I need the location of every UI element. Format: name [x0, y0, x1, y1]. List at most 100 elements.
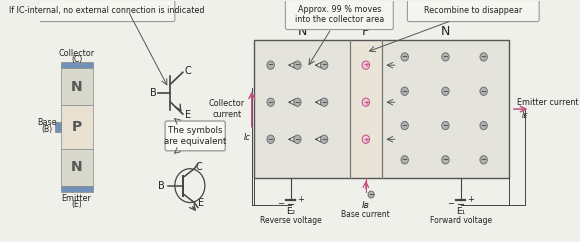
Text: Iʙ: Iʙ — [362, 201, 370, 210]
Circle shape — [401, 121, 408, 130]
Text: Approx. 99 % moves
into the collector area: Approx. 99 % moves into the collector ar… — [295, 5, 384, 24]
Text: +: + — [363, 99, 369, 106]
Text: B: B — [158, 181, 165, 191]
Text: −: − — [268, 136, 274, 143]
Text: Collector
current: Collector current — [209, 99, 245, 119]
Text: −: − — [321, 99, 327, 106]
Text: −: − — [481, 54, 487, 60]
Text: Collector: Collector — [59, 49, 95, 58]
Text: −: − — [295, 136, 300, 143]
Text: P: P — [362, 25, 369, 38]
Text: −: − — [443, 89, 448, 95]
Text: −: − — [447, 199, 454, 208]
FancyBboxPatch shape — [407, 0, 539, 22]
Circle shape — [320, 135, 328, 144]
Circle shape — [442, 53, 449, 61]
Text: −: − — [295, 62, 300, 68]
Text: E₂: E₂ — [286, 207, 295, 216]
Text: −: − — [277, 199, 284, 208]
Circle shape — [442, 87, 449, 95]
Text: Reverse voltage: Reverse voltage — [260, 216, 321, 225]
Circle shape — [480, 156, 487, 164]
Bar — [61, 62, 93, 68]
Circle shape — [320, 61, 328, 69]
Circle shape — [267, 61, 274, 69]
Circle shape — [480, 87, 487, 95]
Text: −: − — [295, 99, 300, 106]
Circle shape — [401, 87, 408, 95]
Circle shape — [401, 156, 408, 164]
Circle shape — [293, 98, 301, 106]
Text: (B): (B) — [41, 125, 52, 135]
Bar — [255, 40, 350, 178]
Text: Base current: Base current — [342, 210, 390, 219]
Circle shape — [267, 135, 274, 144]
Text: C: C — [184, 66, 191, 76]
Text: Forward voltage: Forward voltage — [430, 216, 492, 225]
Text: −: − — [402, 54, 408, 60]
Text: N: N — [441, 25, 450, 38]
FancyBboxPatch shape — [285, 0, 393, 30]
Text: +: + — [297, 195, 304, 204]
Text: Iᴄ: Iᴄ — [244, 133, 251, 142]
Text: (C): (C) — [71, 55, 82, 64]
Bar — [61, 68, 93, 106]
Text: −: − — [368, 192, 374, 198]
Text: Iᴇ: Iᴇ — [522, 111, 528, 120]
Bar — [61, 149, 93, 186]
Text: N: N — [298, 25, 307, 38]
Circle shape — [293, 135, 301, 144]
Circle shape — [401, 53, 408, 61]
Text: Base: Base — [37, 119, 56, 128]
Circle shape — [480, 53, 487, 61]
Text: N: N — [71, 80, 82, 94]
Text: +: + — [363, 136, 369, 143]
Text: E: E — [184, 110, 191, 120]
Circle shape — [320, 98, 328, 106]
Text: B: B — [150, 88, 156, 98]
Text: C: C — [195, 162, 202, 172]
Text: Emitter current: Emitter current — [517, 98, 579, 107]
Text: −: − — [402, 89, 408, 95]
Text: −: − — [321, 62, 327, 68]
Text: P: P — [71, 120, 82, 134]
Text: +: + — [363, 62, 369, 68]
Bar — [61, 106, 93, 149]
Text: +: + — [467, 195, 474, 204]
Bar — [61, 186, 93, 192]
Text: −: − — [268, 99, 274, 106]
Text: −: − — [268, 62, 274, 68]
FancyBboxPatch shape — [39, 0, 175, 22]
FancyBboxPatch shape — [165, 121, 225, 151]
Text: The symbols
are equivalent: The symbols are equivalent — [164, 126, 226, 146]
Circle shape — [362, 98, 369, 106]
Text: N: N — [71, 160, 82, 174]
Text: −: − — [402, 157, 408, 163]
Circle shape — [267, 98, 274, 106]
Bar — [350, 40, 382, 178]
Text: −: − — [481, 157, 487, 163]
Circle shape — [442, 121, 449, 130]
Circle shape — [362, 61, 369, 69]
Circle shape — [368, 191, 374, 198]
Text: Emitter: Emitter — [61, 194, 92, 203]
Text: E₁: E₁ — [456, 207, 465, 216]
Text: −: − — [402, 123, 408, 129]
Text: −: − — [443, 123, 448, 129]
Text: −: − — [481, 89, 487, 95]
Circle shape — [442, 156, 449, 164]
Circle shape — [362, 135, 369, 144]
Bar — [255, 40, 509, 178]
Text: −: − — [481, 123, 487, 129]
Circle shape — [293, 61, 301, 69]
Text: −: − — [321, 136, 327, 143]
Text: (E): (E) — [71, 200, 82, 209]
Text: Recombine to disappear: Recombine to disappear — [424, 6, 523, 15]
Circle shape — [480, 121, 487, 130]
Text: E: E — [198, 197, 204, 207]
Text: −: − — [443, 54, 448, 60]
Bar — [382, 40, 509, 178]
Bar — [55, 122, 61, 132]
Text: −: − — [443, 157, 448, 163]
Text: If IC-internal, no external connection is indicated: If IC-internal, no external connection i… — [9, 6, 205, 15]
